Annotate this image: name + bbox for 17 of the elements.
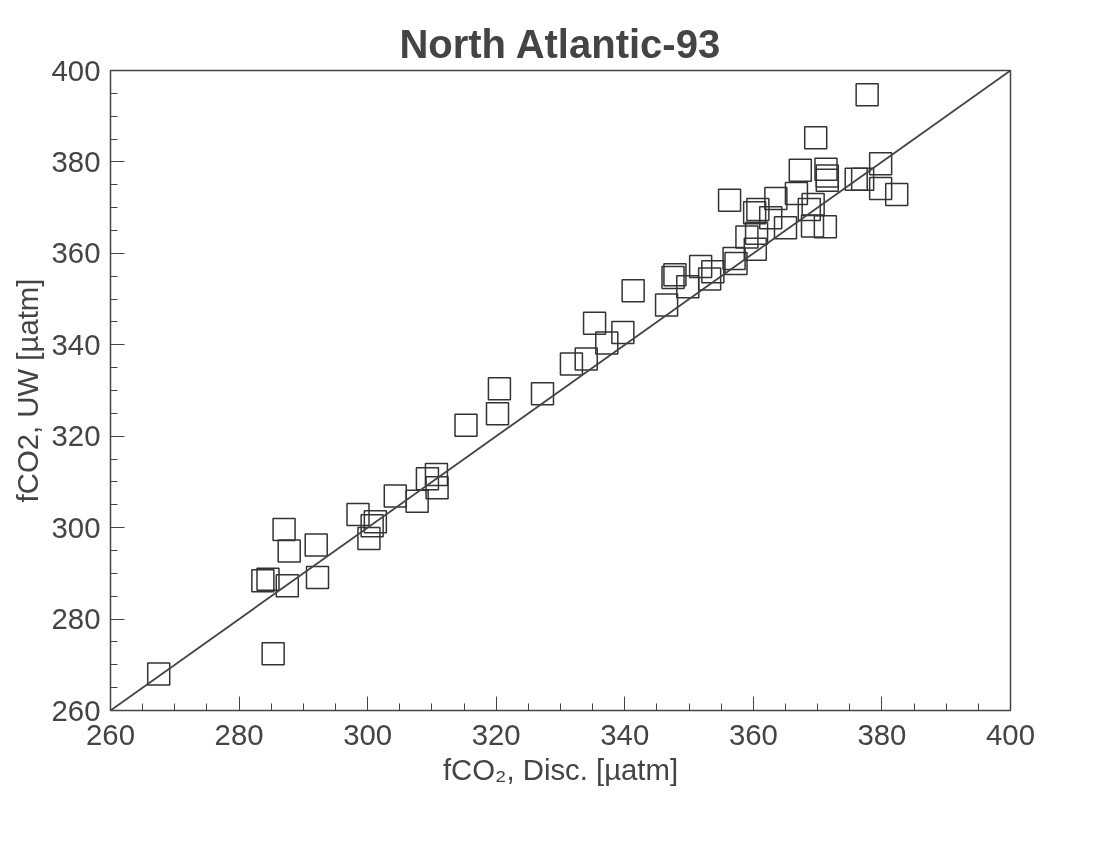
y-tick-label: 380: [51, 144, 101, 178]
y-tick-label: 360: [51, 236, 101, 270]
x-tick-label: 280: [214, 717, 264, 751]
x-tick-label: 320: [471, 717, 521, 751]
y-tick-label: 400: [51, 53, 101, 87]
y-tick-label: 320: [51, 419, 101, 453]
x-tick-label: 380: [857, 717, 907, 751]
y-tick-label: 340: [51, 327, 101, 361]
x-tick-label: 360: [728, 717, 778, 751]
x-axis-title: fCO₂, Disc. [µatm]: [442, 752, 679, 786]
x-tick-label: 300: [343, 717, 393, 751]
y-axis-title: fCO2, UW [µatm]: [10, 278, 44, 503]
chart-title: North Atlantic-93: [399, 21, 721, 66]
x-tick-label: 340: [600, 717, 650, 751]
y-tick-label: 280: [51, 602, 101, 636]
y-tick-label: 300: [51, 510, 101, 544]
x-tick-label: 400: [986, 717, 1035, 751]
